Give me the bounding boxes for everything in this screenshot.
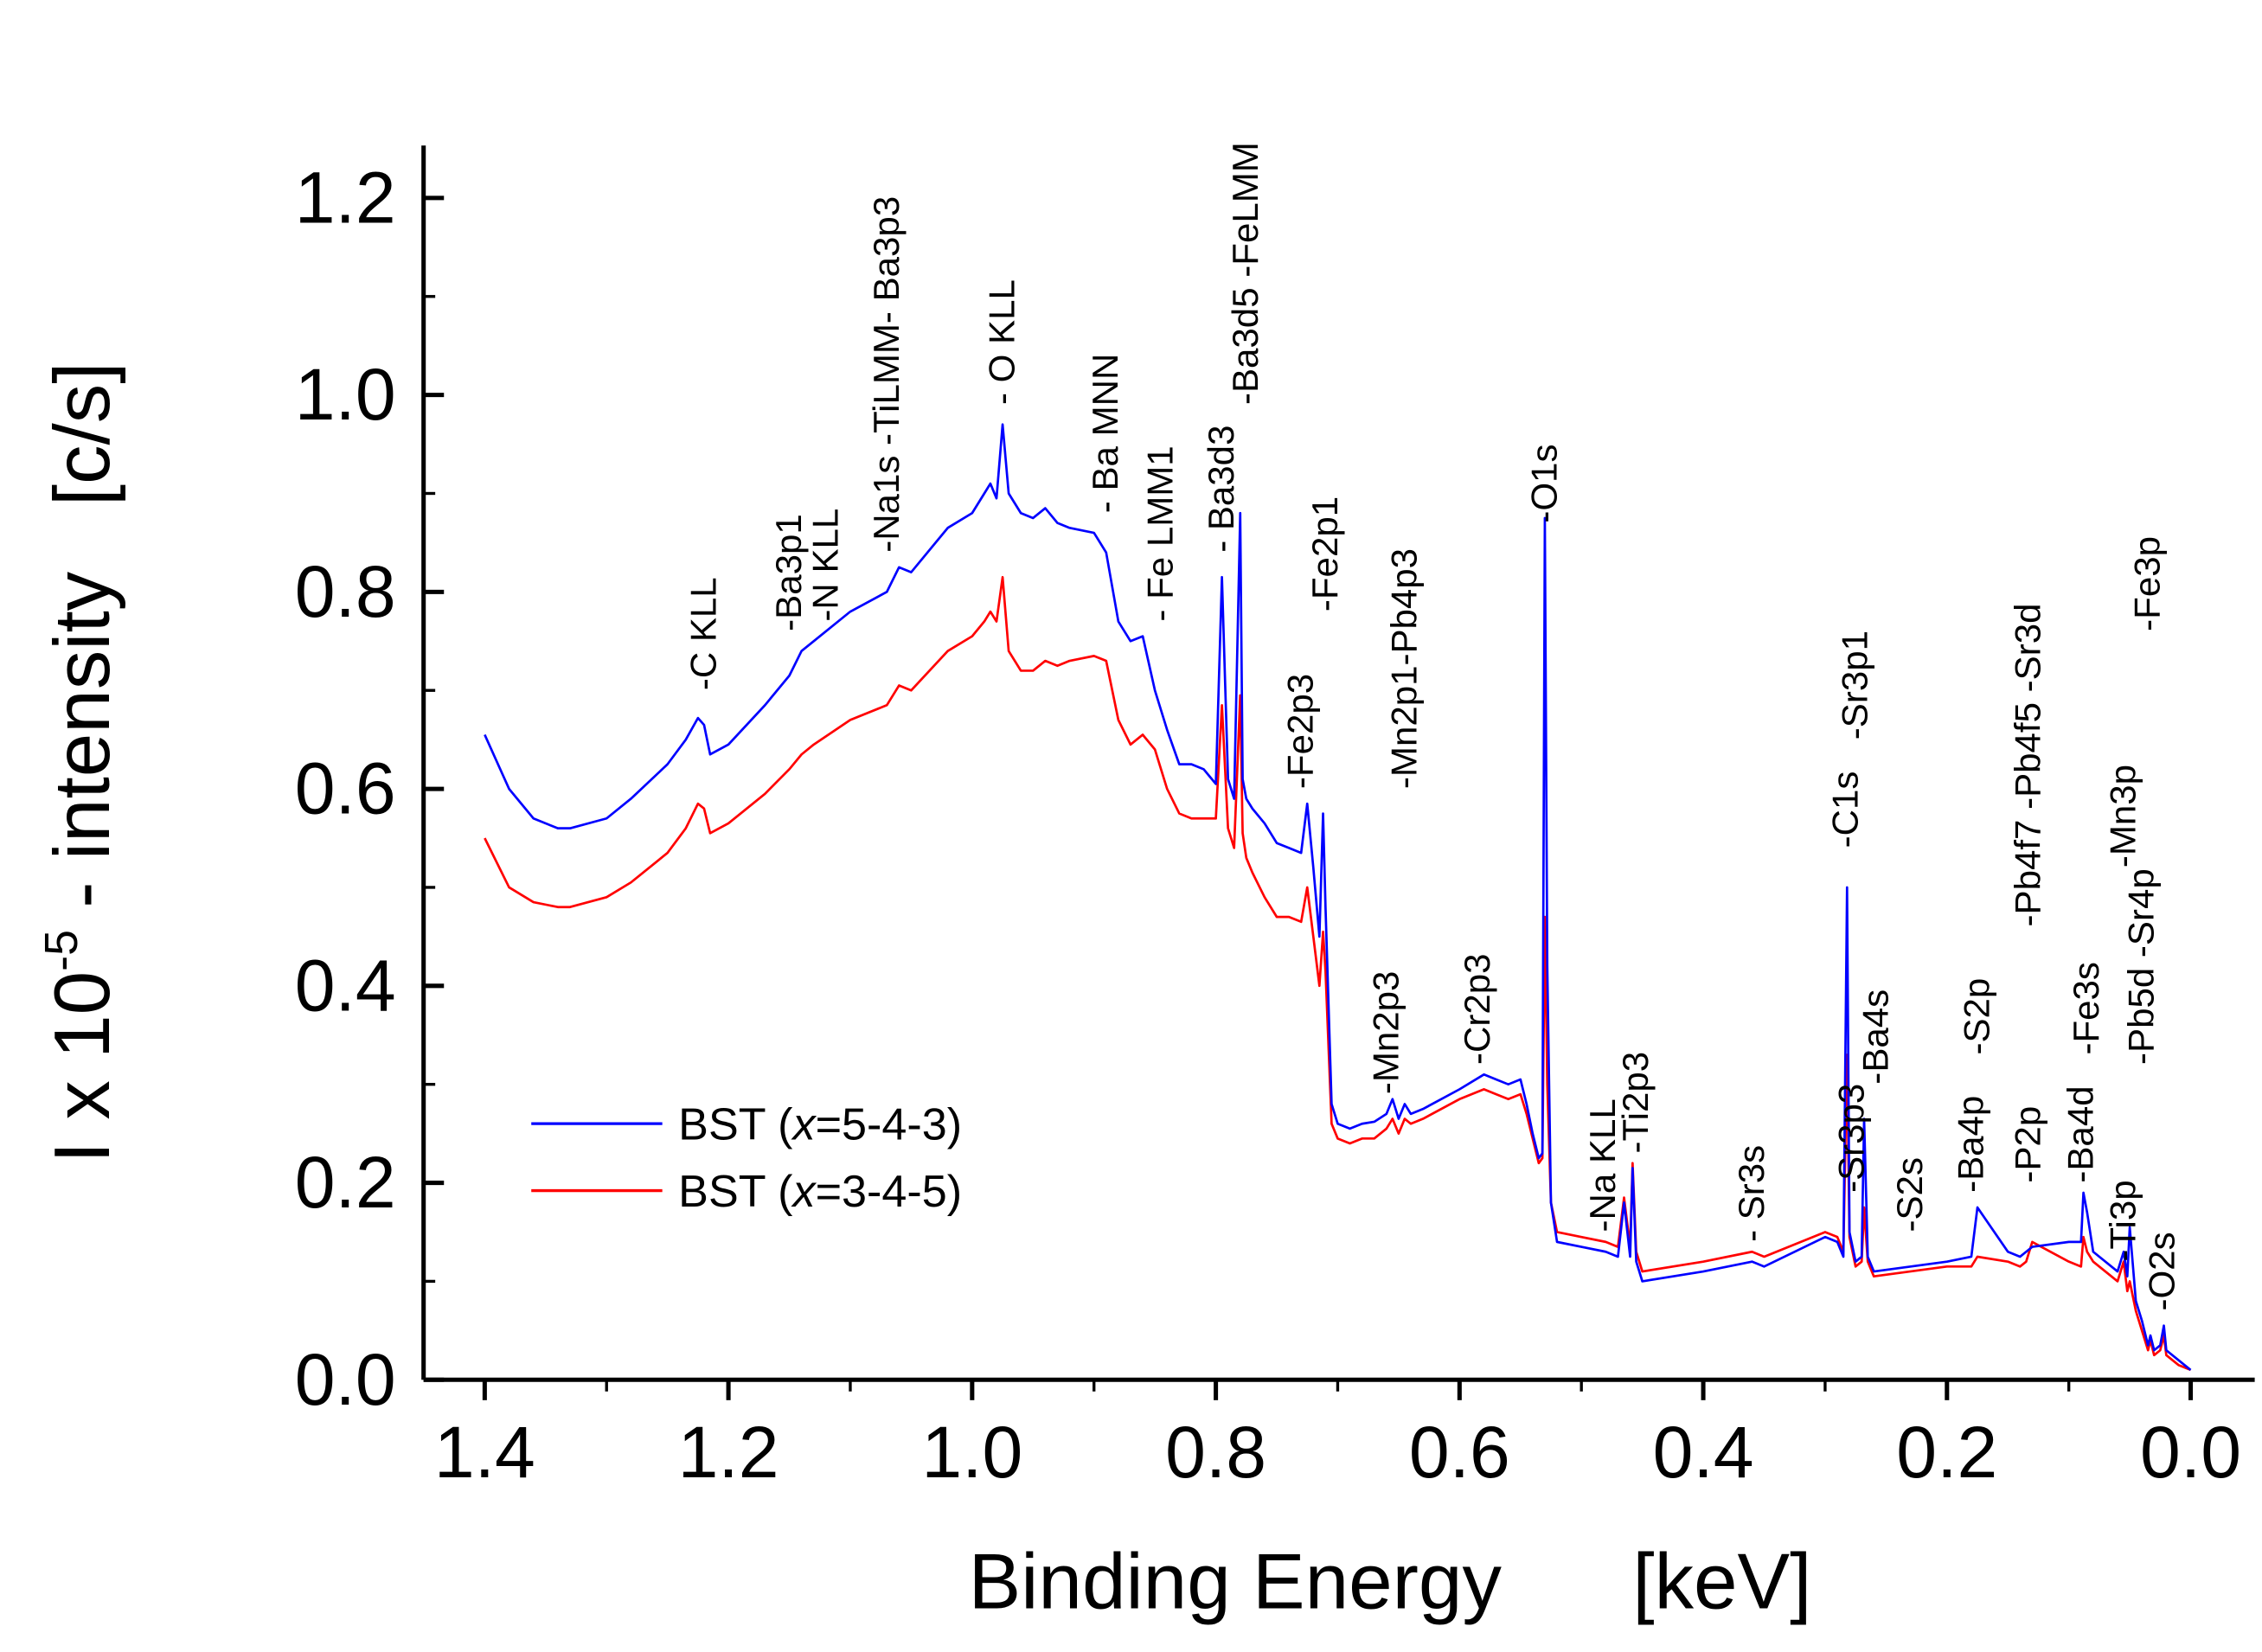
legend-label-blue-var: x xyxy=(791,1100,817,1150)
legend-label-blue: BST (x=5-4-3) xyxy=(678,1100,962,1150)
peak-label: -Fe3s xyxy=(2066,962,2106,1054)
peak-label: - O KLL xyxy=(982,279,1022,405)
peak-label: -Fe2p1 xyxy=(1304,496,1345,611)
peak-label: -Pb4f7 -Pb4f5 -Sr3d xyxy=(2008,603,2048,926)
y-tick-label: 0.8 xyxy=(295,551,396,632)
legend-label-red-var: x xyxy=(791,1167,817,1217)
legend: BST (x=5-4-3) BST (x=3-4-5) xyxy=(531,1100,962,1217)
x-tick-label: 0.6 xyxy=(1409,1412,1510,1493)
peak-label: -C KLL xyxy=(682,577,723,690)
peak-label: -Ti2p3 xyxy=(1615,1052,1656,1154)
peak-label: -Fe3p xyxy=(2127,536,2168,631)
legend-label-blue-prefix: BST ( xyxy=(678,1100,793,1150)
legend-label-blue-suffix: =5-4-3) xyxy=(816,1100,963,1150)
peak-label: -Pb5d -Sr4p xyxy=(2121,868,2162,1065)
y-axis-title-exponent: -5 xyxy=(35,930,87,971)
peak-label: -C1s xyxy=(1824,772,1865,848)
y-axis-title-rest: - intensity [c/s] xyxy=(39,362,126,930)
peak-label: -Ba3p1 xyxy=(768,514,809,631)
peak-label: -Na KLL xyxy=(1582,1098,1623,1232)
peak-label: -Fe2p3 xyxy=(1280,674,1321,789)
y-tick-label: 0.4 xyxy=(295,944,396,1026)
axis-ticks xyxy=(423,195,2194,1400)
peak-label: -Mn2p3 xyxy=(1365,971,1406,1095)
legend-label-red: BST (x=3-4-5) xyxy=(678,1167,962,1217)
legend-label-red-suffix: =3-4-5) xyxy=(816,1167,963,1217)
peak-label: -P2p xyxy=(2008,1106,2048,1183)
peak-label: -Mn2p1-Pb4p3 xyxy=(1383,548,1424,789)
x-tick-label: 0.4 xyxy=(1653,1412,1754,1493)
peak-label: -S2p xyxy=(1956,978,1996,1055)
peak-label: -Ba4s xyxy=(1855,989,1896,1085)
y-tick-label: 0.0 xyxy=(295,1339,396,1420)
peak-label: -O2s xyxy=(2142,1232,2182,1310)
peak-label: -Mn3p xyxy=(2103,765,2143,868)
peak-label: -Ba3d5 -FeLMM xyxy=(1225,142,1266,405)
peak-label: -Sr3p3 xyxy=(1830,1084,1871,1193)
peak-label: -Cr2p3 xyxy=(1457,953,1497,1065)
x-tick-label: 1.2 xyxy=(678,1412,779,1493)
y-tick-label: 0.2 xyxy=(295,1142,396,1223)
series-lines xyxy=(484,423,2192,1372)
x-tick-label: 1.4 xyxy=(434,1412,535,1493)
peak-label: -Sr3p1 xyxy=(1835,631,1875,740)
y-tick-label: 0.6 xyxy=(295,748,396,829)
legend-label-red-prefix: BST ( xyxy=(678,1167,793,1217)
peak-annotations: -C KLL -Ba3p1-N KLL -Na1s -TiLMM- Ba3p3 - O… xyxy=(682,142,2182,1310)
peak-label: -S2s xyxy=(1889,1157,1930,1232)
y-tick-label: 1.2 xyxy=(295,157,396,238)
y-axis-title-main: I x 10 xyxy=(39,971,126,1163)
peak-label: -Ba4p xyxy=(1950,1096,1990,1193)
x-axis-title: Binding Energy [keV] xyxy=(969,1538,1812,1625)
series-line-blue xyxy=(484,423,2192,1371)
peak-label: -Na1s -TiLMM- Ba3p3 xyxy=(866,196,907,553)
peak-label: -O1s xyxy=(1523,445,1564,523)
peak-label: - Sr3s xyxy=(1731,1145,1772,1242)
x-tick-label: 0.2 xyxy=(1896,1412,1997,1493)
peak-label: -N KLL xyxy=(804,509,845,622)
peak-label: - Ba MNN xyxy=(1085,354,1125,514)
peak-label: - Ba3d3 xyxy=(1201,426,1241,553)
peak-label: -Ti3p xyxy=(2103,1180,2143,1261)
y-tick-label: 1.0 xyxy=(295,354,396,435)
peak-label: - Fe LMM1 xyxy=(1140,445,1181,621)
peak-label: -Ba4d xyxy=(2060,1085,2100,1182)
y-axis-title: I x 10-5 - intensity [c/s] xyxy=(35,362,126,1164)
x-tick-label: 1.0 xyxy=(921,1412,1022,1493)
x-tick-label: 0.8 xyxy=(1165,1412,1266,1493)
x-tick-label: 0.0 xyxy=(2140,1412,2241,1493)
series-line-red xyxy=(484,575,2192,1372)
axis-tick-labels: 1.4 1.2 1.0 0.8 0.6 0.4 0.2 0.0 0.0 0.2 0.4 0.6 0.8 1… xyxy=(295,157,2241,1493)
